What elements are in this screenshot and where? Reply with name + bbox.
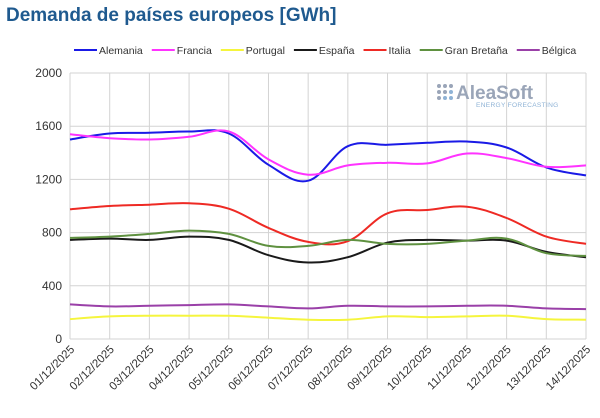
legend-item-portugal: Portugal (220, 45, 285, 57)
y-tick-label: 800 (42, 226, 62, 240)
legend-item-gran-bretana: Gran Bretaña (419, 45, 508, 57)
legend-label: Bélgica (542, 45, 577, 57)
series-line-belgica (69, 303, 587, 311)
legend-item-italia: Italia (363, 45, 411, 57)
logo-dots-icon (437, 84, 453, 100)
y-tick-label: 400 (42, 279, 62, 293)
legend-label: Alemania (99, 45, 143, 57)
gridlines (69, 72, 587, 340)
y-axis-ticks: 0 400 800 1200 1600 2000 (35, 66, 62, 346)
legend-label: Gran Bretaña (445, 45, 508, 57)
aleasoft-logo: AleaSoft ENERGY FORECASTING (437, 83, 559, 109)
legend-label: Francia (177, 45, 212, 57)
legend-item-espana: España (293, 45, 355, 57)
series-line-italia (69, 202, 587, 246)
series-line-portugal (69, 314, 587, 322)
series-line-gran-bretana (69, 229, 587, 257)
legend-label: España (319, 45, 355, 57)
legend-item-alemania: Alemania (74, 45, 143, 57)
y-tick-label: 0 (55, 332, 62, 346)
logo-name: AleaSoft (456, 83, 534, 104)
chart-title: Demanda de países europeos [GWh] (6, 5, 337, 26)
series-lines (69, 129, 587, 322)
legend-item-belgica: Bélgica (516, 45, 577, 57)
legend-label: Portugal (246, 45, 285, 57)
y-tick-label: 2000 (35, 66, 62, 80)
legend-item-francia: Francia (151, 45, 212, 57)
series-line-espana (69, 235, 587, 264)
logo-subtitle: ENERGY FORECASTING (476, 102, 559, 109)
x-axis-ticks: 01/12/202502/12/202503/12/202504/12/2025… (28, 344, 593, 393)
legend-label: Italia (389, 45, 411, 57)
y-tick-label: 1600 (35, 119, 62, 133)
y-tick-label: 1200 (35, 172, 62, 186)
series-line-alemania (69, 129, 587, 183)
legend: Alemania Francia Portugal España Italia Gran … (74, 45, 576, 57)
series-line-francia (69, 129, 587, 176)
